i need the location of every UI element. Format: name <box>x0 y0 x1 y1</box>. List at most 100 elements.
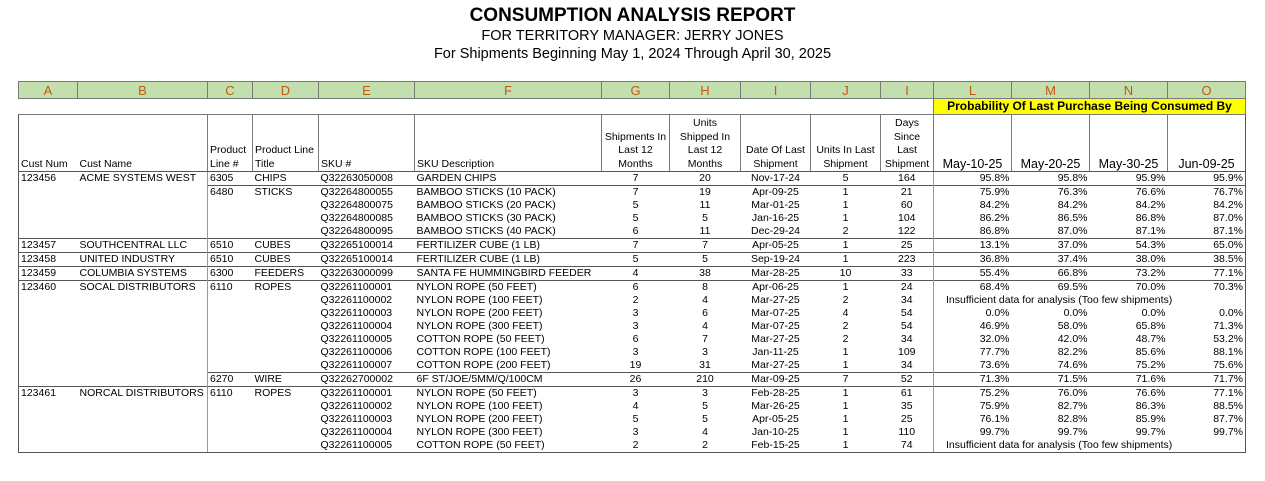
cell: 54 <box>900 320 913 332</box>
cell <box>253 320 319 333</box>
cell: 74 <box>880 439 934 453</box>
data-row: 123460 SOCAL DISTRIBUTORS 6110 ROPES Q322611… <box>18 280 1246 294</box>
probability: 82.2% <box>1057 346 1088 358</box>
cell <box>18 439 78 453</box>
cell <box>207 212 253 225</box>
probability: 37.4% <box>1011 252 1090 267</box>
column-letter: N <box>1089 81 1168 99</box>
data-row: Q32261100002 NYLON ROPE (100 FEET) 2 4 Mar-2… <box>18 294 1246 307</box>
cell: 1 <box>842 359 849 371</box>
cell: Feb-15-25 <box>740 439 811 453</box>
cell: 4 <box>702 294 708 306</box>
cell: Mar-01-25 <box>751 199 800 211</box>
probability: 84.2% <box>1135 199 1166 211</box>
cell <box>78 400 208 413</box>
column-header: May-10-25 <box>933 114 1012 172</box>
cell: 123461 <box>18 386 78 400</box>
cell <box>78 333 208 346</box>
cell: 1 <box>842 413 849 425</box>
probability: 85.6% <box>1135 346 1166 358</box>
cell: SOCAL DISTRIBUTORS <box>77 280 208 294</box>
cell: GARDEN CHIPS <box>414 171 602 186</box>
column-header: Shipments In Last 12 Months <box>601 114 670 172</box>
cell: 1 <box>810 439 881 453</box>
cell: Mar-27-25 <box>751 359 800 371</box>
cell: 33 <box>880 266 934 281</box>
column-header: SKU Description <box>414 114 602 172</box>
data-row: Q32261100004 NYLON ROPE (300 FEET) 3 4 Jan-1… <box>18 426 1246 439</box>
data-row: Q32261100002 NYLON ROPE (100 FEET) 4 5 Mar-2… <box>18 400 1246 413</box>
probability: 99.7% <box>1135 426 1166 438</box>
cell: Q32261100001 <box>318 280 415 294</box>
probability: 54.3% <box>1089 238 1168 253</box>
cell: 6110 <box>207 280 253 294</box>
cell <box>78 413 208 426</box>
cell: 4 <box>632 400 639 412</box>
probability: 86.5% <box>1057 212 1088 224</box>
cell <box>78 186 208 200</box>
probability: 88.5% <box>1167 400 1246 413</box>
probability: 71.3% <box>1167 320 1246 333</box>
spacer <box>19 99 934 115</box>
cell <box>78 212 208 225</box>
cell: FERTILIZER CUBE (1 LB) <box>414 252 602 267</box>
cell: 6270 <box>207 372 253 387</box>
cell: 20 <box>669 171 741 186</box>
probability: 37.0% <box>1011 238 1090 253</box>
cell <box>207 320 253 333</box>
cell: Dec-29-24 <box>750 225 801 237</box>
probability: 84.2% <box>1057 199 1088 211</box>
probability: 70.3% <box>1167 280 1246 294</box>
data-row: Q32264800075 BAMBOO STICKS (20 PACK) 5 11 Ma… <box>18 199 1246 212</box>
probability: 86.2% <box>933 212 1012 225</box>
cell: 1 <box>842 346 849 358</box>
cell: 2 <box>842 294 849 306</box>
cell: 6 <box>601 280 670 294</box>
probability: 75.2% <box>1135 359 1166 371</box>
column-header: Date Of Last Shipment <box>740 114 811 172</box>
data-row: 123456 ACME SYSTEMS WEST 6305 CHIPS Q3226305… <box>18 171 1246 186</box>
probability: 77.7% <box>933 346 1012 359</box>
cell: 6 <box>702 307 708 319</box>
cell: 6 <box>632 225 639 237</box>
cell: 31 <box>699 359 711 371</box>
note: Insufficient data for analysis (Too few … <box>933 294 1246 307</box>
cell: 6305 <box>207 171 253 186</box>
data-row: Q32264800085 BAMBOO STICKS (30 PACK) 5 5 Jan… <box>18 212 1246 225</box>
cell: Jan-16-25 <box>751 212 800 224</box>
data-row: 123458 UNITED INDUSTRY 6510 CUBES Q322651000… <box>18 252 1246 267</box>
cell: 5 <box>601 252 670 267</box>
probability: 95.8% <box>1011 171 1090 186</box>
probability: 38.5% <box>1167 252 1246 267</box>
cell: NYLON ROPE (100 FEET) <box>416 400 543 412</box>
cell <box>78 320 208 333</box>
cell: 5 <box>702 212 708 224</box>
column-letter: M <box>1011 81 1090 99</box>
cell: 2 <box>842 225 849 237</box>
cell: 3 <box>632 320 639 332</box>
probability: 76.7% <box>1167 185 1246 199</box>
probability: 71.3% <box>933 372 1012 387</box>
cell: 6480 <box>207 185 253 199</box>
probability: 87.0% <box>1057 225 1088 237</box>
probability: 77.1% <box>1167 386 1246 400</box>
cell: Apr-09-25 <box>740 185 811 199</box>
cell: Q32261100005 <box>318 439 415 453</box>
column-letter: H <box>669 81 741 99</box>
cell: Mar-26-25 <box>751 400 800 412</box>
probability: 76.6% <box>1089 386 1168 400</box>
cell: 5 <box>632 212 639 224</box>
probability: 76.1% <box>933 413 1012 426</box>
data-row: Q32264800095 BAMBOO STICKS (40 PACK) 6 11 De… <box>18 225 1246 239</box>
probability: 13.1% <box>933 238 1012 253</box>
cell: 4 <box>702 426 708 438</box>
cell: 3 <box>601 386 670 400</box>
cell <box>252 439 319 453</box>
cell <box>207 225 253 239</box>
cell <box>253 400 319 413</box>
cell: 7 <box>702 333 708 345</box>
cell: 1 <box>810 280 881 294</box>
cell: WIRE <box>252 372 319 387</box>
cell: 6300 <box>207 266 253 281</box>
